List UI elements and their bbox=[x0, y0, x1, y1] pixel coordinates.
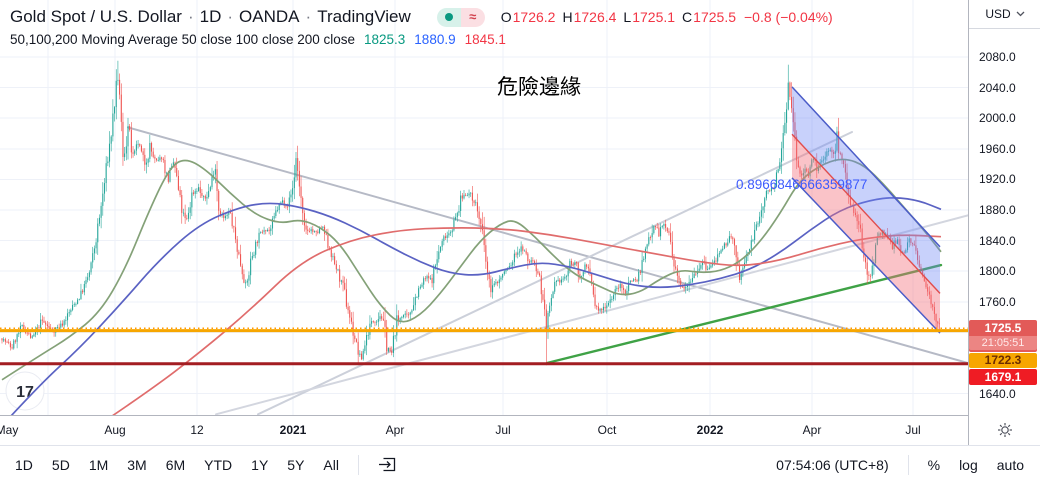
danger-edge-annotation: 危險邊緣 bbox=[497, 76, 581, 99]
range-button-5d[interactable]: 5D bbox=[51, 456, 70, 473]
fib-level-annotation: 0.8966846666359877 bbox=[736, 177, 868, 192]
currency-selector[interactable]: USD bbox=[969, 0, 1040, 29]
ohlc-values: O 1726.2 H 1726.4 L 1725.1 C 1725.5 −0.8 (−0… bbox=[500, 9, 833, 25]
ma50-value: 1825.3 bbox=[364, 32, 406, 47]
ma-line-ma200 bbox=[112, 227, 942, 415]
price-tick-label: 1920.0 bbox=[979, 172, 1016, 186]
chart-plot-area[interactable]: 17 危險邊緣 0.8966846666359877 bbox=[0, 0, 968, 415]
price-chart-canvas[interactable]: 17 bbox=[0, 0, 968, 415]
change-value: −0.8 (−0.04%) bbox=[744, 9, 833, 25]
go-to-date-icon bbox=[378, 457, 396, 472]
time-axis[interactable]: May Aug 12 2021 Apr Jul Oct 2022 Apr Jul bbox=[0, 416, 968, 445]
market-status-badge[interactable]: ≈ bbox=[436, 7, 485, 27]
time-tick-label: Oct bbox=[597, 423, 617, 437]
go-to-date-button[interactable] bbox=[378, 456, 397, 473]
platform-label[interactable]: TradingView bbox=[317, 7, 411, 26]
bottom-toolbar: 1D 5D 1M 3M 6M YTD 1Y 5Y All 07:54:06 (UTC+8) % l… bbox=[0, 445, 1040, 482]
time-tick-label: 2022 bbox=[696, 423, 724, 437]
last-price-label: 1725.5 21:05:51 bbox=[969, 320, 1037, 352]
price-tick-label: 1840.0 bbox=[979, 234, 1016, 248]
ma-line-ma100 bbox=[10, 197, 942, 415]
ma100-value: 1880.9 bbox=[414, 32, 456, 47]
ma200-value: 1845.1 bbox=[464, 32, 506, 47]
range-button-3m[interactable]: 3M bbox=[127, 456, 147, 473]
channel-upper-fill bbox=[792, 86, 940, 294]
price-axis[interactable]: USD 2080.0 2040.0 2000.0 1960.0 1920.0 1880.0… bbox=[968, 0, 1040, 445]
price-tick-label: 1880.0 bbox=[979, 203, 1016, 217]
legend-separator: · bbox=[227, 7, 234, 26]
price-scale-settings-button[interactable] bbox=[969, 415, 1040, 445]
close-value: 1725.5 bbox=[693, 9, 736, 25]
open-value: 1726.2 bbox=[512, 9, 556, 25]
price-tick-label: 1960.0 bbox=[979, 142, 1016, 156]
chevron-down-icon bbox=[1016, 11, 1025, 17]
scale-button-auto[interactable]: auto bbox=[996, 456, 1024, 473]
price-tick-label: 2000.0 bbox=[979, 111, 1016, 125]
scale-mode-buttons: % log auto bbox=[928, 457, 1024, 473]
symbol-title[interactable]: Gold Spot / U.S. Dollar bbox=[10, 7, 182, 26]
gear-icon bbox=[998, 423, 1012, 437]
channel-lower-fill bbox=[792, 134, 940, 334]
price-tick-label: 1640.0 bbox=[979, 387, 1016, 401]
range-button-1m[interactable]: 1M bbox=[88, 456, 109, 473]
price-tick-label: 2040.0 bbox=[979, 81, 1016, 95]
low-value: 1725.1 bbox=[632, 9, 676, 25]
alert-price-label: 1722.3 bbox=[969, 353, 1037, 368]
range-button-6m[interactable]: 6M bbox=[165, 456, 186, 473]
chart-legend: Gold Spot / U.S. Dollar · 1D · OANDA · T… bbox=[10, 7, 833, 47]
bar-countdown: 21:05:51 bbox=[969, 336, 1037, 350]
key-low-price-label: 1679.1 bbox=[969, 369, 1037, 385]
price-tick-label: 1800.0 bbox=[979, 264, 1016, 278]
time-tick-label: Aug bbox=[104, 423, 126, 437]
session-clock[interactable]: 07:54:06 (UTC+8) bbox=[776, 456, 889, 473]
time-axis-border bbox=[0, 415, 1040, 416]
time-tick-label: Apr bbox=[385, 423, 405, 437]
range-button-ytd[interactable]: YTD bbox=[204, 456, 233, 473]
toolbar-divider bbox=[907, 454, 909, 475]
range-button-1d[interactable]: 1D bbox=[15, 456, 33, 473]
time-tick-label: May bbox=[0, 423, 19, 437]
range-button-1y[interactable]: 1Y bbox=[251, 456, 269, 473]
ma-indicator-label[interactable]: 50,100,200 Moving Average 50 close 100 c… bbox=[10, 32, 355, 47]
legend-separator: · bbox=[187, 7, 194, 26]
ma-line-ma50 bbox=[1, 158, 942, 381]
price-tick-label: 2080.0 bbox=[979, 50, 1016, 64]
date-range-buttons: 1D 5D 1M 3M 6M YTD 1Y 5Y All bbox=[15, 457, 339, 473]
price-tick-label: 1760.0 bbox=[979, 295, 1016, 309]
time-tick-label: Apr bbox=[802, 423, 822, 437]
high-value: 1726.4 bbox=[573, 9, 617, 25]
delayed-data-icon: ≈ bbox=[460, 7, 485, 27]
interval-label[interactable]: 1D bbox=[199, 7, 222, 26]
time-tick-label: 12 bbox=[190, 423, 204, 437]
legend-separator: · bbox=[305, 7, 312, 26]
svg-text:17: 17 bbox=[16, 384, 34, 401]
scale-button-percent[interactable]: % bbox=[927, 456, 941, 473]
time-tick-label: 2021 bbox=[279, 423, 307, 437]
time-tick-label: Jul bbox=[905, 423, 921, 437]
market-open-dot-icon bbox=[444, 13, 453, 21]
time-tick-label: Jul bbox=[495, 423, 511, 437]
exchange-label[interactable]: OANDA bbox=[239, 7, 300, 26]
scale-button-log[interactable]: log bbox=[959, 456, 978, 473]
tradingview-watermark-logo[interactable]: 17 bbox=[5, 371, 45, 411]
toolbar-divider bbox=[357, 454, 359, 475]
range-button-all[interactable]: All bbox=[323, 456, 339, 473]
range-button-5y[interactable]: 5Y bbox=[287, 456, 305, 473]
